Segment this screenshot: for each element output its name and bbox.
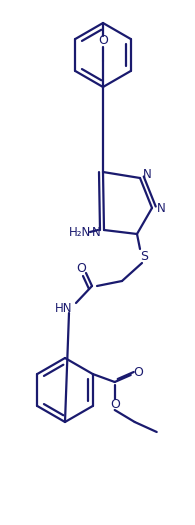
Text: H₂N: H₂N xyxy=(69,226,91,238)
Text: O: O xyxy=(133,365,143,379)
Text: O: O xyxy=(76,261,86,275)
Text: S: S xyxy=(140,249,148,262)
Text: N: N xyxy=(143,169,151,182)
Text: HN: HN xyxy=(55,301,73,314)
Text: O: O xyxy=(110,397,120,411)
Text: N: N xyxy=(92,226,100,238)
Text: N: N xyxy=(157,202,165,215)
Text: O: O xyxy=(98,35,108,47)
